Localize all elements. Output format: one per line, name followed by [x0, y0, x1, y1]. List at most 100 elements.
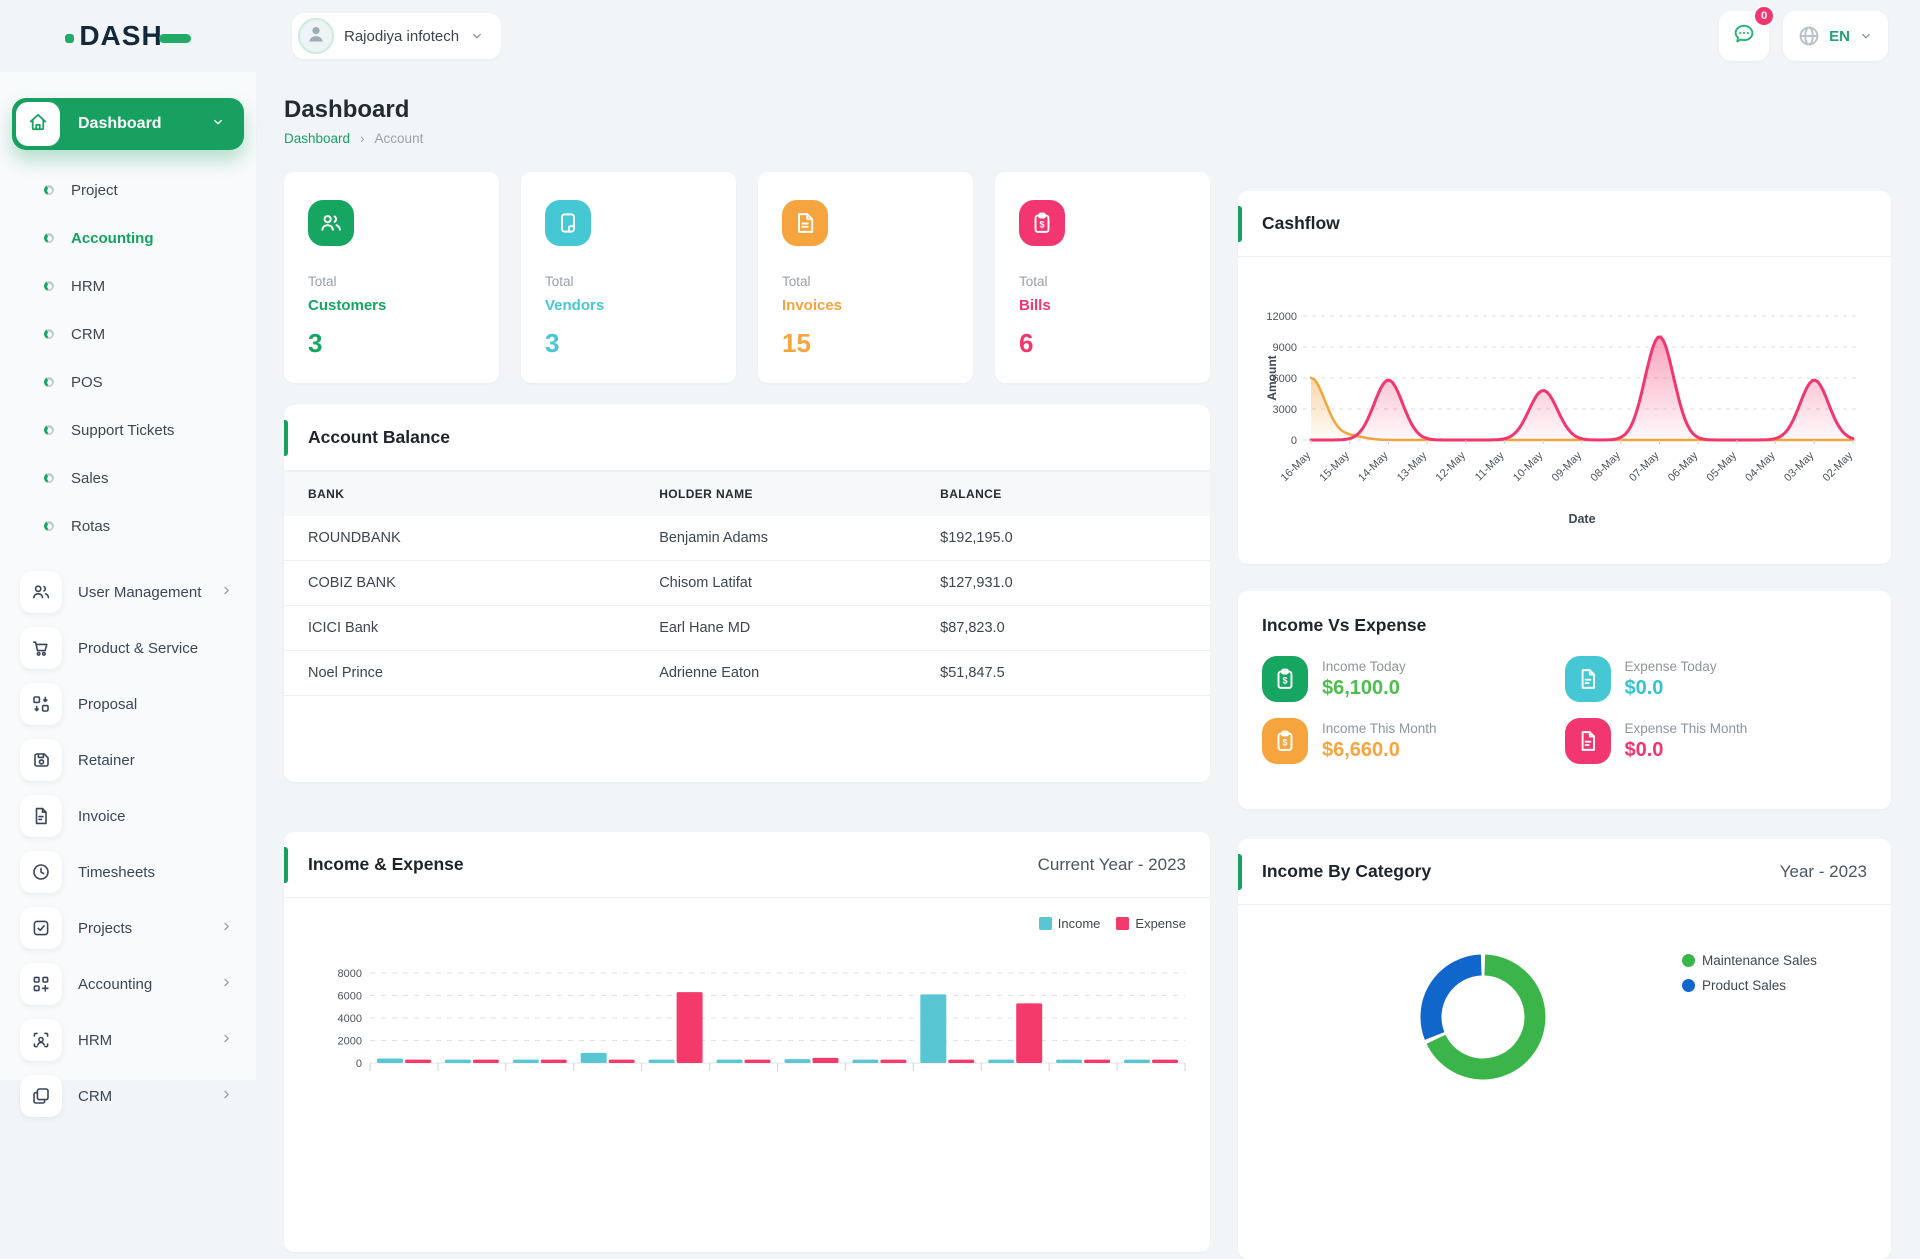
- logo-area: DASH: [0, 20, 256, 52]
- sidebar-subitem-hrm[interactable]: HRM: [12, 262, 244, 310]
- metric-value: $0.0: [1625, 739, 1748, 762]
- bar-income: [988, 1060, 1014, 1063]
- bar-income: [513, 1060, 539, 1063]
- sidebar-item-proposal[interactable]: Proposal: [12, 676, 244, 732]
- bullet-icon: [44, 185, 54, 195]
- file-text-icon: [782, 200, 828, 246]
- income-expense-panel: Income & Expense Current Year - 2023 Inc…: [284, 832, 1210, 1252]
- sidebar-subitem-rotas[interactable]: Rotas: [12, 502, 244, 550]
- workspace-dropdown[interactable]: Rajodiya infotech: [292, 13, 501, 59]
- sidebar-subitem-label: POS: [71, 374, 103, 391]
- grid-plus-icon: [20, 963, 62, 1005]
- bullet-icon: [44, 425, 54, 435]
- file-icon: [1565, 718, 1611, 764]
- chat-icon: [1732, 22, 1756, 51]
- sidebar-subitem-pos[interactable]: POS: [12, 358, 244, 406]
- legend-maintenance-swatch: [1682, 954, 1695, 967]
- stat-value: 15: [782, 328, 949, 359]
- breadcrumb: Dashboard › Account: [284, 131, 1210, 146]
- svg-text:3000: 3000: [1273, 404, 1297, 416]
- bullet-icon: [44, 281, 54, 291]
- metric-income-this-month: $Income This Month$6,660.0: [1262, 718, 1565, 764]
- messages-button[interactable]: 0: [1719, 11, 1769, 61]
- sidebar-subitem-crm[interactable]: CRM: [12, 310, 244, 358]
- sidebar-item-label: Invoice: [78, 808, 126, 825]
- app-logo: DASH: [65, 20, 190, 52]
- sidebar-subitem-support-tickets[interactable]: Support Tickets: [12, 406, 244, 454]
- swap-boxes-icon: [20, 683, 62, 725]
- breadcrumb-dashboard-link[interactable]: Dashboard: [284, 131, 350, 146]
- breadcrumb-separator: ›: [360, 131, 365, 146]
- sidebar-item-projects[interactable]: Projects: [12, 900, 244, 956]
- x-axis-title: Date: [1568, 512, 1595, 526]
- sidebar-subitem-sales[interactable]: Sales: [12, 454, 244, 502]
- metric-value: $0.0: [1625, 677, 1717, 700]
- logo-dot-icon: [65, 34, 74, 43]
- sidebar-subitem-accounting[interactable]: Accounting: [12, 214, 244, 262]
- cell-balance: $51,847.5: [940, 665, 1186, 681]
- sidebar-subitem-label: Accounting: [71, 230, 154, 247]
- sidebar-item-crm[interactable]: CRM: [12, 1068, 244, 1124]
- stat-total-label: Total: [545, 274, 712, 289]
- sidebar-subitem-label: Project: [71, 182, 118, 199]
- sidebar-item-label: User Management: [78, 584, 201, 601]
- legend-income-swatch: [1039, 917, 1052, 930]
- stat-name: Invoices: [782, 297, 949, 314]
- legend-expense: Expense: [1116, 916, 1186, 931]
- svg-text:0: 0: [1291, 435, 1297, 447]
- language-label: EN: [1829, 28, 1850, 45]
- income-expense-title: Income & Expense: [308, 854, 464, 875]
- top-header: DASH Rajodiya infotech 0 EN: [0, 0, 1920, 72]
- logo-dash-icon: [159, 34, 191, 43]
- language-selector[interactable]: EN: [1783, 11, 1888, 61]
- income-by-category-donut-chart: [1262, 919, 1867, 1124]
- svg-text:$: $: [1282, 676, 1287, 686]
- income-expense-period: Current Year - 2023: [1038, 855, 1186, 875]
- income-by-category-period: Year - 2023: [1780, 862, 1867, 882]
- sidebar-item-invoice[interactable]: Invoice: [12, 788, 244, 844]
- sidebar-item-dashboard[interactable]: Dashboard: [12, 98, 244, 150]
- x-tick-label: 07-May: [1627, 449, 1662, 484]
- bar-income: [649, 1060, 675, 1063]
- x-tick-label: 05-May: [1705, 449, 1740, 484]
- cell-balance: $127,931.0: [940, 575, 1186, 591]
- sidebar-item-user-management[interactable]: User Management: [12, 564, 244, 620]
- accent-bar: [1238, 206, 1242, 242]
- bar-expense: [813, 1058, 839, 1063]
- sidebar-item-hrm[interactable]: HRM: [12, 1012, 244, 1068]
- x-tick-label: 15-May: [1317, 449, 1352, 484]
- bar-expense: [473, 1060, 499, 1063]
- bar-expense: [405, 1060, 431, 1063]
- stat-value: 3: [308, 328, 475, 359]
- sidebar-item-label: Projects: [78, 920, 132, 937]
- legend-maintenance-sales: Maintenance Sales: [1682, 953, 1817, 968]
- sidebar-item-retainer[interactable]: Retainer: [12, 732, 244, 788]
- sidebar-item-product-service[interactable]: Product & Service: [12, 620, 244, 676]
- bar-expense: [948, 1060, 974, 1063]
- bar-expense: [541, 1060, 567, 1063]
- users-icon: [20, 571, 62, 613]
- donut-legend: Maintenance Sales Product Sales: [1682, 953, 1817, 993]
- cashflow-area-1: [1311, 337, 1853, 440]
- sidebar-subitem-project[interactable]: Project: [12, 166, 244, 214]
- note-icon: [545, 200, 591, 246]
- x-tick-label: 10-May: [1511, 449, 1546, 484]
- legend-expense-swatch: [1116, 917, 1129, 930]
- sidebar-item-timesheets[interactable]: Timesheets: [12, 844, 244, 900]
- clipboard-dollar-icon: $: [1262, 656, 1308, 702]
- chevron-right-icon: [219, 975, 234, 994]
- clipboard-dollar-icon: $: [1262, 718, 1308, 764]
- bar-income: [785, 1059, 811, 1063]
- sidebar-item-accounting[interactable]: Accounting: [12, 956, 244, 1012]
- clipboard-dollar-icon: $: [1019, 200, 1065, 246]
